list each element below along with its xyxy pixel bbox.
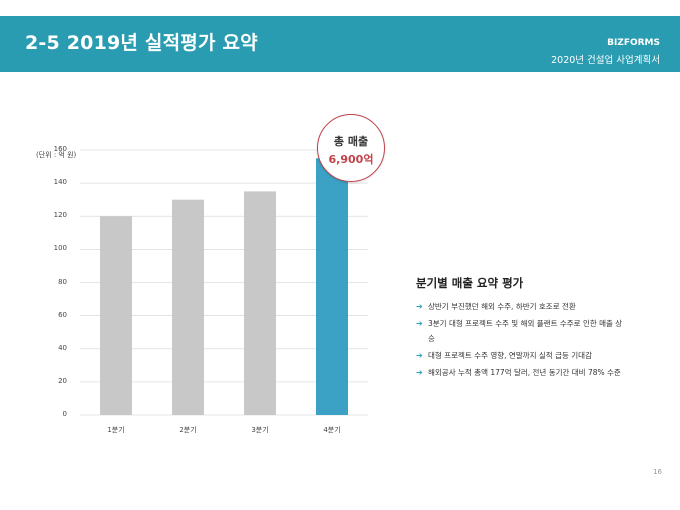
x-tick-label: 2분기 — [179, 426, 197, 434]
y-tick-label: 60 — [58, 310, 67, 319]
document-subtitle: 2020년 건설업 사업계획서 — [551, 55, 660, 66]
y-tick-label: 100 — [53, 244, 67, 253]
chart-unit-label: (단위 : 억 원) — [36, 151, 77, 159]
bar-4 — [316, 158, 348, 415]
y-tick-label: 140 — [53, 178, 67, 187]
summary-bullet-list: ➔ 상반기 부진했던 해외 수주, 하반기 호조로 전환 ➔ 3분기 대형 프로젝트… — [416, 299, 626, 382]
summary-bullet-text: 3분기 대형 프로젝트 수주 및 해외 플랜트 수주로 인한 매출 상승 — [428, 319, 623, 343]
arrow-right-icon: ➔ — [416, 351, 423, 360]
callout-label: 총 매출 — [333, 135, 369, 148]
brand-name: BIZFORMS — [607, 38, 660, 48]
arrow-right-icon: ➔ — [416, 319, 423, 328]
arrow-right-icon: ➔ — [416, 368, 423, 377]
summary-bullet: ➔ 상반기 부진했던 해외 수주, 하반기 호조로 전환 — [416, 299, 626, 314]
y-tick-label: 0 — [62, 410, 67, 418]
summary-bullet: ➔ 3분기 대형 프로젝트 수주 및 해외 플랜트 수주로 인한 매출 상승 — [416, 316, 626, 346]
summary-bullet: ➔ 대형 프로젝트 수주 영향, 연말까지 실적 급등 기대감 — [416, 348, 626, 363]
callout-value: 6,900억 — [328, 153, 374, 166]
top-strip — [0, 0, 680, 16]
x-tick-label: 1분기 — [107, 426, 125, 434]
total-sales-callout: 총 매출 6,900억 — [317, 114, 385, 182]
page-title: 2-5 2019년 실적평가 요약 — [25, 32, 258, 54]
y-tick-label: 20 — [58, 376, 67, 385]
header-bar — [0, 16, 680, 72]
summary-bullet: ➔ 해외공사 누적 총액 177억 달러, 전년 동기간 대비 78% 수준 — [416, 365, 626, 380]
arrow-right-icon: ➔ — [416, 302, 423, 311]
page-number: 16 — [653, 468, 662, 476]
y-tick-label: 120 — [53, 211, 67, 220]
y-tick-label: 160 — [53, 145, 67, 153]
y-tick-label: 80 — [58, 277, 67, 286]
y-tick-label: 40 — [58, 343, 67, 352]
x-tick-label: 3분기 — [251, 426, 269, 434]
summary-bullet-text: 상반기 부진했던 해외 수주, 하반기 호조로 전환 — [428, 302, 576, 311]
summary-bullet-text: 대형 프로젝트 수주 영향, 연말까지 실적 급등 기대감 — [428, 351, 592, 360]
bar-2 — [172, 199, 204, 415]
summary-title: 분기별 매출 요약 평가 — [416, 276, 524, 290]
x-tick-label: 4분기 — [323, 426, 341, 434]
summary-bullet-text: 해외공사 누적 총액 177억 달러, 전년 동기간 대비 78% 수준 — [428, 368, 621, 377]
bar-3 — [244, 191, 276, 415]
bar-1 — [100, 216, 132, 415]
